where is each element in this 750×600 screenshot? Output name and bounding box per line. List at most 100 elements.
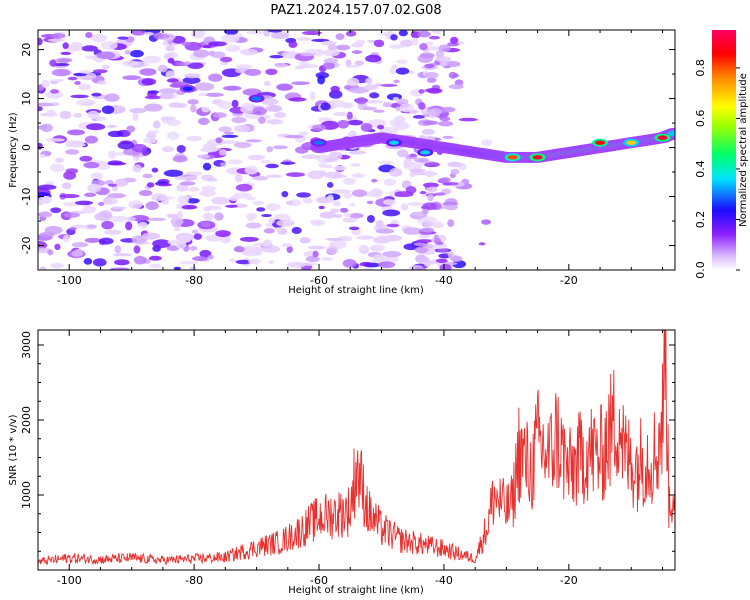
heatmap-cell (186, 175, 197, 180)
x-tick-label: -80 (185, 274, 203, 287)
heatmap-cell (144, 103, 163, 112)
heatmap-cell (263, 30, 271, 37)
heatmap-cell (626, 140, 637, 145)
heatmap-cell (218, 101, 233, 109)
heatmap-cell (191, 229, 199, 234)
heatmap-cell (425, 41, 434, 46)
heatmap-cell (399, 103, 415, 113)
heatmap-cell (342, 217, 358, 223)
heatmap-cell (314, 140, 325, 145)
heatmap-cell (199, 189, 217, 197)
snr-frame (37, 329, 676, 571)
heatmap-cell (179, 260, 199, 265)
heatmap-cell (327, 44, 338, 51)
heatmap-cell (507, 155, 518, 160)
heatmap-cell (71, 250, 84, 257)
heatmap-cell (179, 181, 196, 186)
heatmap-cell (322, 61, 335, 70)
heatmap-cell (71, 242, 89, 248)
heatmap-cell (362, 106, 377, 111)
heatmap-cell (370, 188, 383, 197)
heatmap-cell (380, 83, 398, 87)
heatmap-cell (38, 125, 48, 130)
heatmap-cell (97, 201, 105, 206)
heatmap-cell (266, 146, 274, 153)
x-tick-label: -60 (310, 274, 328, 287)
heatmap-cell (335, 44, 351, 51)
heatmap-cell (189, 246, 198, 251)
heatmap-cell (176, 145, 186, 153)
heatmap-cell (102, 64, 110, 70)
heatmap-cell (90, 172, 103, 181)
heatmap-cell (258, 116, 266, 124)
heatmap-cell (153, 120, 161, 129)
spectrogram-x-axis-label: Height of straight line (km) (288, 285, 424, 296)
heatmap-cell (49, 78, 65, 83)
heatmap-cell (343, 212, 351, 217)
heatmap-cell (371, 246, 382, 252)
heatmap-cell (309, 91, 316, 100)
heatmap-cell (325, 237, 344, 242)
heatmap-cell (346, 111, 353, 120)
heatmap-cell (405, 186, 417, 194)
heatmap-cell (207, 254, 214, 260)
x-tick-label: -40 (435, 274, 453, 287)
heatmap-cell (78, 83, 91, 90)
heatmap-cell (39, 266, 47, 270)
heatmap-cell (79, 155, 93, 162)
heatmap-cell (63, 212, 80, 218)
heatmap-cell (50, 262, 64, 269)
y-tick-label: 3000 (20, 331, 33, 359)
heatmap-cell (251, 96, 262, 101)
x-tick-label: -100 (57, 574, 82, 587)
heatmap-cell (301, 154, 321, 160)
y-tick-label: 20 (20, 43, 33, 57)
heatmap-cell (38, 211, 53, 218)
heatmap-cell (234, 173, 243, 183)
heatmap-cell (343, 192, 353, 199)
heatmap-cell (59, 110, 72, 120)
heatmap-cell (260, 159, 272, 164)
heatmap-cell (107, 130, 124, 138)
heatmap-cell (38, 142, 43, 150)
heatmap-cell (92, 69, 108, 74)
heatmap-cell (161, 146, 175, 153)
heatmap-cell (137, 221, 148, 229)
heatmap-cell (428, 35, 441, 40)
heatmap-cell (423, 120, 439, 125)
heatmap-cell (131, 143, 148, 153)
heatmap-cell (242, 88, 262, 96)
heatmap-cell (333, 165, 347, 171)
heatmap-cell (71, 143, 86, 147)
y-tick-label: 10 (20, 92, 33, 106)
heatmap-cell (376, 124, 385, 130)
heatmap-cell (101, 105, 115, 114)
heatmap-cell (167, 131, 180, 141)
heatmap-cell (146, 182, 155, 188)
heatmap-cell (389, 119, 402, 127)
heatmap-cell (312, 250, 319, 258)
heatmap-cell (186, 198, 200, 204)
heatmap-cell (450, 36, 459, 44)
heatmap-cell (431, 221, 444, 229)
heatmap-cell (141, 78, 157, 86)
heatmap-cell (296, 192, 311, 198)
heatmap-cell (365, 77, 373, 85)
heatmap-cell (335, 33, 345, 41)
heatmap-cell (122, 60, 140, 67)
heatmap-cell (124, 49, 131, 55)
heatmap-cell (163, 169, 184, 177)
heatmap-cell (426, 45, 440, 51)
heatmap-cell (122, 75, 142, 81)
heatmap-cell (187, 186, 200, 192)
heatmap-cell (349, 86, 370, 94)
heatmap-cell (425, 170, 436, 178)
heatmap-cell (366, 214, 375, 223)
heatmap-cell (193, 233, 202, 240)
heatmap-cell (390, 34, 398, 41)
heatmap-cell (266, 118, 284, 125)
heatmap-cell (144, 95, 162, 100)
heatmap-cell (452, 260, 467, 269)
heatmap-cell (302, 262, 318, 266)
heatmap-cell (235, 183, 253, 192)
